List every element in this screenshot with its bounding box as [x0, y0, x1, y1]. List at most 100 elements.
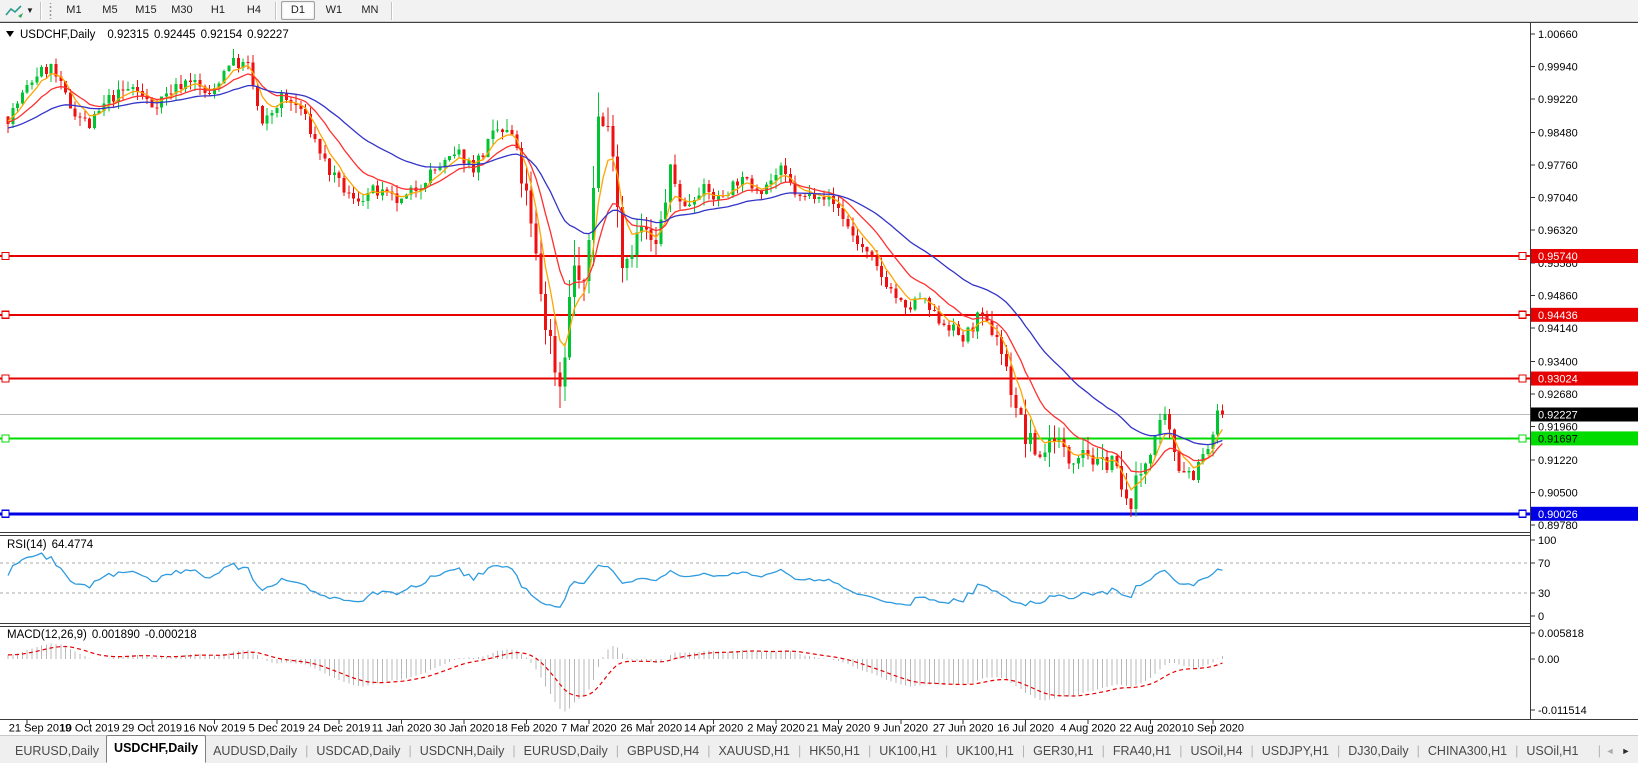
candle-body	[376, 185, 380, 196]
date-label: 14 Apr 2020	[684, 723, 743, 735]
tabs-separator: |	[944, 744, 949, 758]
candle-body	[145, 95, 149, 99]
candle-body	[212, 87, 216, 94]
candle-body	[462, 149, 466, 164]
candle-body	[899, 298, 903, 301]
timeframe-button-d1[interactable]: D1	[280, 1, 315, 20]
tab-uk100-h1[interactable]: UK100,H1	[879, 744, 937, 758]
tab-usdcad-daily[interactable]: USDCAD,Daily	[316, 744, 401, 758]
toolbar-separator	[39, 1, 42, 20]
date-label: 5 Dec 2019	[249, 723, 305, 735]
timeframe-button-m1[interactable]: M1	[66, 4, 82, 16]
level-handle[interactable]	[1518, 310, 1527, 319]
tab-usdjpy-h1[interactable]: USDJPY,H1	[1261, 744, 1329, 758]
candle-body	[1019, 407, 1023, 415]
candle-body	[928, 297, 932, 310]
level-handle[interactable]	[1518, 374, 1527, 383]
level-handle[interactable]	[1, 434, 10, 443]
price-tick-label: 0.96320	[1538, 225, 1578, 237]
candle-body	[750, 178, 754, 189]
candle-body	[1220, 410, 1224, 415]
tab-ger30-h1[interactable]: GER30,H1	[1033, 744, 1094, 758]
candle-body	[49, 64, 53, 74]
date-label: 4 Aug 2020	[1060, 723, 1116, 735]
candle-body	[649, 229, 653, 240]
level-handle[interactable]	[1518, 509, 1527, 518]
candle-body	[184, 80, 188, 90]
timeframe-button-w1[interactable]: W1	[325, 4, 343, 16]
collapse-icon[interactable]	[6, 31, 14, 37]
candle-body	[438, 167, 442, 170]
date-label: 7 Mar 2020	[561, 723, 617, 735]
tabs-scroll-right-icon[interactable]: ►	[1621, 746, 1631, 756]
candle-body	[947, 324, 951, 331]
ohlc-low: 0.92154	[200, 29, 243, 41]
candle-body	[1048, 438, 1052, 453]
level-price-label: 0.93024	[1538, 374, 1578, 386]
timeframe-button-m5[interactable]: M5	[102, 4, 118, 16]
tab-hk50-h1[interactable]: HK50,H1	[809, 744, 860, 758]
level-handle[interactable]	[1, 310, 10, 319]
timeframe-button-mn[interactable]: MN	[361, 4, 379, 16]
candle-body	[208, 92, 212, 94]
candle-body	[16, 103, 20, 108]
indicator-tool-button[interactable]: ▼	[2, 2, 37, 20]
toolbar-grip[interactable]	[47, 2, 53, 19]
tab-audusd-daily[interactable]: AUDUSD,Daily	[213, 744, 298, 758]
tab-fra40-h1[interactable]: FRA40,H1	[1112, 744, 1172, 758]
candle-body	[740, 176, 744, 186]
date-label: 11 Jan 2020	[372, 723, 432, 735]
candle-body	[937, 311, 941, 324]
tab-usdcnh-daily[interactable]: USDCNH,Daily	[419, 744, 505, 758]
candle-body	[448, 156, 452, 161]
candle-body	[59, 76, 63, 82]
candle-body	[976, 312, 980, 332]
tab-eurusd-daily[interactable]: EURUSD,Daily	[523, 744, 608, 758]
macd-scale-label: 0.00	[1538, 654, 1559, 666]
tab-usoil-h1[interactable]: USOil,H1	[1526, 744, 1579, 758]
date-label: 21 Sep 2019	[9, 723, 71, 735]
tab-china300-h1[interactable]: CHINA300,H1	[1427, 744, 1508, 758]
candle-body	[932, 309, 936, 312]
tab-dj30-daily[interactable]: DJ30,Daily	[1348, 744, 1409, 758]
level-handle[interactable]	[1, 374, 10, 383]
tab-eurusd-daily[interactable]: EURUSD,Daily	[15, 744, 100, 758]
timeframe-button-h1[interactable]: H1	[210, 4, 225, 16]
level-handle[interactable]	[1, 251, 10, 261]
candle-body	[251, 62, 255, 86]
candle-body	[294, 102, 298, 106]
candle-body	[592, 187, 596, 241]
candle-body	[1072, 463, 1076, 465]
candle-body	[606, 126, 610, 128]
candle-body	[169, 93, 173, 95]
candle-body	[635, 232, 639, 256]
timeframe-button-m15[interactable]: M15	[135, 4, 157, 16]
price-tick-label: 0.93400	[1538, 357, 1578, 369]
candle-body	[260, 105, 264, 124]
candle-body	[836, 203, 840, 208]
candle-body	[577, 265, 581, 280]
candle-body	[880, 266, 884, 277]
candle-body	[1134, 475, 1138, 509]
candle-body	[107, 94, 111, 104]
timeframe-button-h4[interactable]: H4	[246, 4, 261, 16]
candle-body	[457, 149, 461, 155]
timeframe-button-m30[interactable]: M30	[171, 4, 193, 16]
tab-usdchf-daily[interactable]: USDCHF,Daily	[106, 735, 207, 763]
candle-body	[424, 183, 428, 189]
tab-usoil-h4[interactable]: USOil,H4	[1190, 744, 1243, 758]
tabs-scroll-left-icon[interactable]: ◄	[1605, 746, 1615, 756]
level-handle[interactable]	[1518, 434, 1527, 443]
tab-gbpusd-h4[interactable]: GBPUSD,H4	[626, 744, 700, 758]
level-handle[interactable]	[1518, 251, 1527, 261]
level-handle[interactable]	[1, 509, 10, 518]
tab-uk100-h1[interactable]: UK100,H1	[956, 744, 1014, 758]
candle-body	[352, 192, 356, 199]
date-label: 30 Jan 2020	[434, 723, 495, 735]
chart-tabs: EURUSD,Daily USDCHF,Daily AUDUSD,Daily | USD…	[8, 735, 1585, 763]
tab-xauusd-h1[interactable]: XAUUSD,H1	[718, 744, 791, 758]
candle-body	[846, 219, 850, 227]
candle-body	[112, 94, 116, 102]
candle-body	[380, 189, 384, 196]
